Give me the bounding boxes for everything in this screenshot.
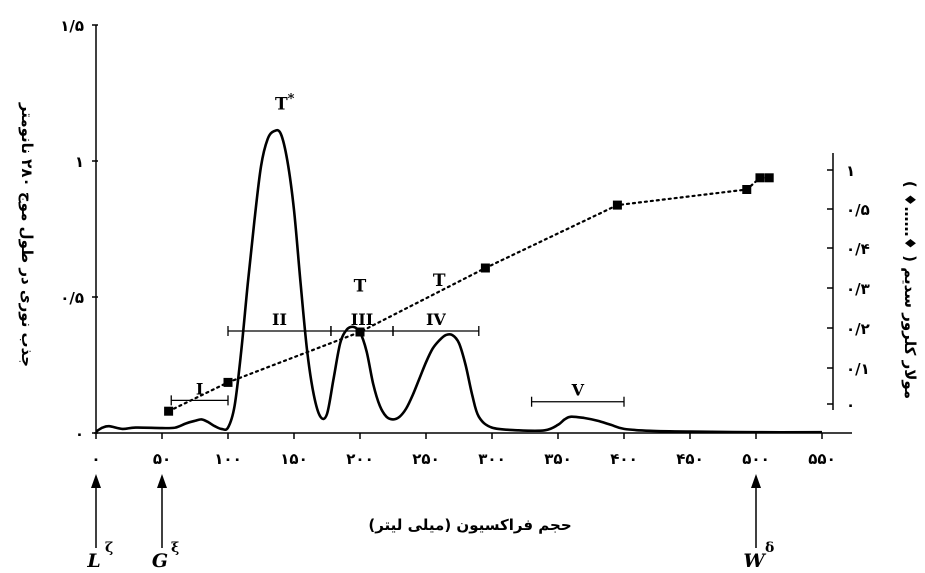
y2-tick-label: ۰ (846, 396, 855, 414)
nacl-line (167, 176, 771, 413)
marker-arrows: Lζ Gξ Wδ (86, 474, 774, 572)
peak-label: T* (275, 91, 295, 114)
x-tick-label: ۲۵۰ (412, 450, 439, 468)
y-axis-title: جذب نوری در طول موج ۲۸۰ نانومتر (18, 102, 36, 367)
marker-arrow-head (91, 474, 101, 488)
fraction-label: IV (426, 310, 446, 329)
nacl-point (755, 173, 765, 183)
fraction-label: II (272, 310, 287, 329)
marker-arrow-head (751, 474, 761, 488)
x-tick-label: ۱۵۰ (280, 450, 307, 468)
y-ticks: ۰ ۰/۵ ۱ ۱/۵ (60, 17, 98, 443)
x-tick-label: ۳۵۰ (544, 450, 571, 468)
fraction-label: III (351, 310, 373, 329)
marker-arrow-letter: W (743, 550, 766, 572)
axes (94, 25, 852, 434)
y2-ticks: ۰ ۰/۱ ۰/۲ ۰/۳ ۰/۴ ۰/۵ ۱ (827, 162, 870, 414)
y-tick-label: ۰ (75, 425, 84, 443)
peak-labels: T* T T (275, 91, 446, 296)
marker-arrow-letter: L (86, 550, 100, 572)
marker-arrow-head (157, 474, 167, 488)
x-tick-label: ۴۵۰ (676, 450, 703, 468)
nacl-point (164, 406, 174, 416)
peak-label: T (354, 277, 367, 297)
peak-label-superscript: * (288, 91, 295, 106)
x-ticks: ۰ ۵۰ ۱۰۰ ۱۵۰ ۲۰۰ ۲۵۰ ۳۰۰ ۳۵۰ ۴۰۰ ۴۵۰ ۵۰۰ ۵۵۰ (91, 433, 836, 468)
peak-label: T (433, 271, 446, 291)
marker-arrow-letter: G (152, 550, 168, 572)
nacl-point (612, 200, 622, 210)
nacl-point (742, 185, 752, 194)
y2-tick-label: ۰/۲ (846, 320, 870, 338)
x-tick-label: ۴۰۰ (610, 450, 637, 468)
nacl-point (223, 377, 233, 387)
nacl-point (355, 327, 365, 337)
x-tick-label: ۵۵۰ (808, 450, 835, 468)
y2-tick-label: ۰/۳ (846, 280, 870, 298)
y2-tick-label: ۰/۱ (846, 360, 870, 378)
fraction-bars: III III IVV (170, 310, 625, 407)
x-tick-label: ۳۰۰ (478, 450, 505, 468)
nacl-point (480, 263, 490, 273)
x-tick-label: ۱۰۰ (214, 450, 241, 468)
y2-axis-title: مولار کلرور سدیم ( ♦……♦ ) (901, 181, 919, 399)
x-tick-label: ۵۰۰ (742, 450, 769, 468)
marker-arrow-superscript: ζ (105, 540, 113, 556)
x-tick-label: ۲۰۰ (346, 450, 373, 468)
y2-tick-label: ۰/۴ (846, 240, 870, 258)
y2-tick-label: ۱ (846, 162, 855, 180)
y2-tick-label: ۰/۵ (846, 201, 870, 219)
fraction-label: I (196, 379, 203, 398)
x-tick-label: ۰ (91, 450, 100, 468)
y-tick-label: ۱/۵ (60, 17, 84, 35)
x-axis-title: حجم فراکسیون (میلی لیتر) (368, 516, 571, 534)
y-tick-label: ۰/۵ (60, 289, 84, 307)
nacl-point (764, 173, 774, 183)
marker-arrow-superscript: ξ (171, 540, 179, 556)
fraction-label: V (571, 381, 585, 400)
series-layer (95, 128, 823, 434)
y-tick-label: ۱ (75, 153, 84, 171)
marker-arrow-superscript: δ (765, 540, 774, 556)
x-tick-label: ۵۰ (153, 450, 171, 468)
